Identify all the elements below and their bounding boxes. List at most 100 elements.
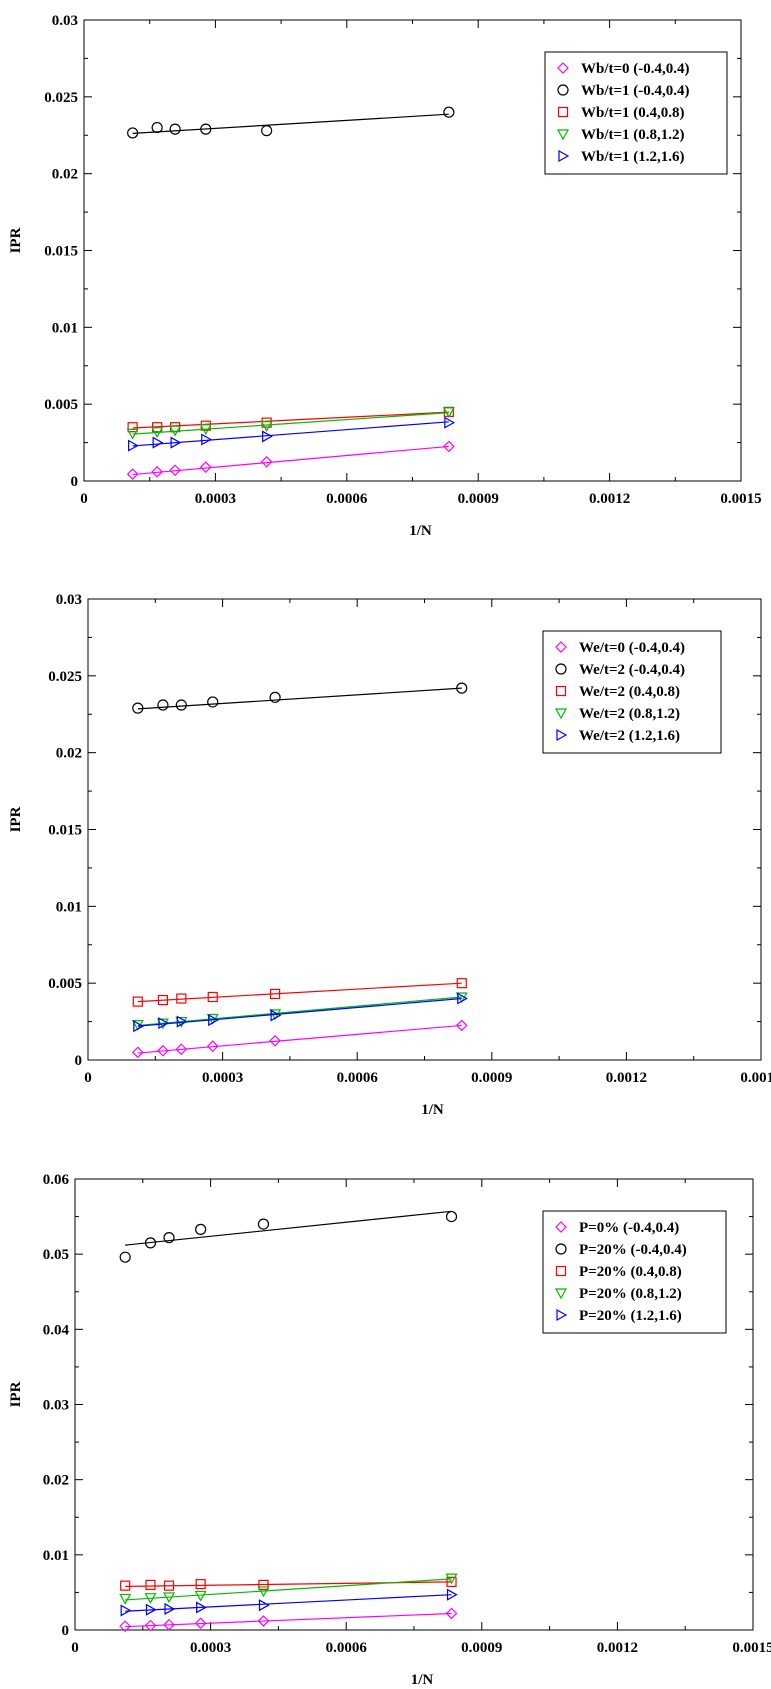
data-point	[260, 455, 273, 468]
series-4	[126, 407, 455, 440]
data-point	[201, 433, 212, 446]
legend-marker	[556, 1308, 568, 1322]
data-point	[269, 691, 281, 703]
y-tick-label: 0.06	[43, 1172, 70, 1188]
legend-marker	[554, 708, 568, 720]
legend-box	[542, 1210, 727, 1334]
series-2	[127, 106, 455, 139]
data-point	[175, 1043, 188, 1056]
data-point	[144, 1593, 157, 1604]
y-axis-label: IPR	[8, 1381, 24, 1407]
data-point	[162, 1592, 176, 1604]
y-tick-label: 0.015	[44, 244, 78, 260]
y-tick-label: 0.01	[56, 899, 82, 915]
fit-line	[132, 113, 449, 135]
data-point	[132, 996, 143, 1007]
x-tick-label: 0.0006	[337, 1070, 379, 1086]
series-4	[119, 1573, 458, 1605]
y-tick-label: 0.005	[44, 397, 78, 413]
legend-label: P=20% (0.4,0.8)	[579, 1264, 682, 1280]
legend-label: P=20% (-0.4,0.4)	[579, 1242, 687, 1258]
fit-line	[132, 445, 449, 476]
data-point	[169, 123, 181, 135]
legend-marker	[557, 84, 569, 96]
data-point	[175, 699, 187, 711]
data-point	[257, 1615, 270, 1627]
series-3	[127, 406, 454, 433]
data-point	[206, 1040, 219, 1053]
fit-line	[137, 982, 462, 1003]
y-tick-label: 0.02	[56, 746, 82, 762]
data-point	[194, 1617, 207, 1630]
series-1	[126, 440, 455, 480]
y-tick-label: 0.01	[52, 320, 78, 336]
legend-label: P=20% (1.2,1.6)	[579, 1308, 682, 1324]
data-point	[445, 1573, 458, 1585]
legend-marker	[554, 1288, 568, 1300]
legend-label: Wb/t=1 (0.8,1.2)	[581, 127, 685, 143]
data-point	[170, 436, 182, 449]
x-axis-label: 1/N	[421, 1102, 444, 1118]
data-point	[163, 1232, 175, 1244]
data-point	[176, 993, 187, 1004]
x-tick-label: 0.0006	[326, 491, 368, 507]
fit-line	[125, 1210, 452, 1246]
y-tick-label: 0.03	[52, 13, 78, 29]
data-point	[164, 1602, 176, 1615]
data-point	[200, 123, 212, 135]
y-tick-label: 0.025	[44, 90, 78, 106]
chart-panel-2: 0 0.0003 0.0006 0.0009 0.0012 0.0015 0 0.005 0.0…	[8, 592, 771, 1118]
x-tick-label: 0.0009	[458, 491, 499, 507]
x-tick-label: 0.0012	[597, 1640, 638, 1656]
data-point	[456, 682, 468, 694]
data-point	[269, 988, 281, 1000]
x-tick-label: 0.0006	[326, 1640, 368, 1656]
data-point	[195, 1579, 206, 1590]
data-point	[258, 1599, 270, 1612]
legend-marker	[555, 685, 567, 697]
data-point	[260, 421, 273, 432]
series-5	[133, 992, 468, 1033]
y-axis-label: IPR	[8, 806, 24, 832]
data-point	[199, 424, 212, 435]
legend-marker	[555, 1221, 567, 1233]
data-point	[199, 461, 212, 474]
y-tick-label: 0.01	[43, 1548, 69, 1564]
legend-marker	[557, 106, 569, 118]
data-point	[152, 436, 164, 449]
data-point	[257, 1586, 270, 1598]
data-point	[119, 1620, 132, 1633]
data-point	[151, 465, 163, 478]
data-point	[196, 1601, 207, 1614]
legend-label: Wb/t=1 (0.4,0.8)	[581, 105, 685, 121]
fit-line	[125, 1578, 452, 1601]
legend: We/t=0 (-0.4,0.4) We/t=2 (-0.4,0.4) We/t=2…	[542, 630, 722, 754]
legend-label: We/t=2 (0.8,1.2)	[579, 706, 680, 722]
data-point	[261, 125, 273, 137]
x-tick-label: 0.0015	[732, 1640, 771, 1656]
series-5	[120, 1588, 458, 1617]
data-point	[119, 1251, 131, 1263]
data-point	[157, 699, 169, 711]
data-point	[445, 1607, 458, 1620]
data-point	[128, 439, 139, 452]
x-tick-label: 0	[71, 1640, 79, 1656]
data-point	[446, 1576, 457, 1587]
legend-label: P=20% (0.8,1.2)	[579, 1286, 682, 1302]
data-point	[176, 1015, 188, 1028]
data-point	[457, 992, 468, 1005]
legend-label: We/t=2 (-0.4,0.4)	[579, 662, 685, 678]
data-point	[163, 1618, 175, 1631]
data-point	[208, 1014, 219, 1027]
fit-line	[132, 411, 449, 429]
fit-line	[125, 1612, 452, 1628]
data-point	[442, 407, 455, 419]
data-point	[120, 1604, 132, 1617]
legend-marker	[555, 663, 567, 675]
legend-label: P=0% (-0.4,0.4)	[579, 1220, 679, 1236]
data-point	[195, 1223, 207, 1235]
series-3	[132, 978, 467, 1007]
data-point	[145, 1603, 157, 1616]
y-tick-label: 0	[75, 1053, 83, 1069]
series-5	[128, 416, 456, 452]
